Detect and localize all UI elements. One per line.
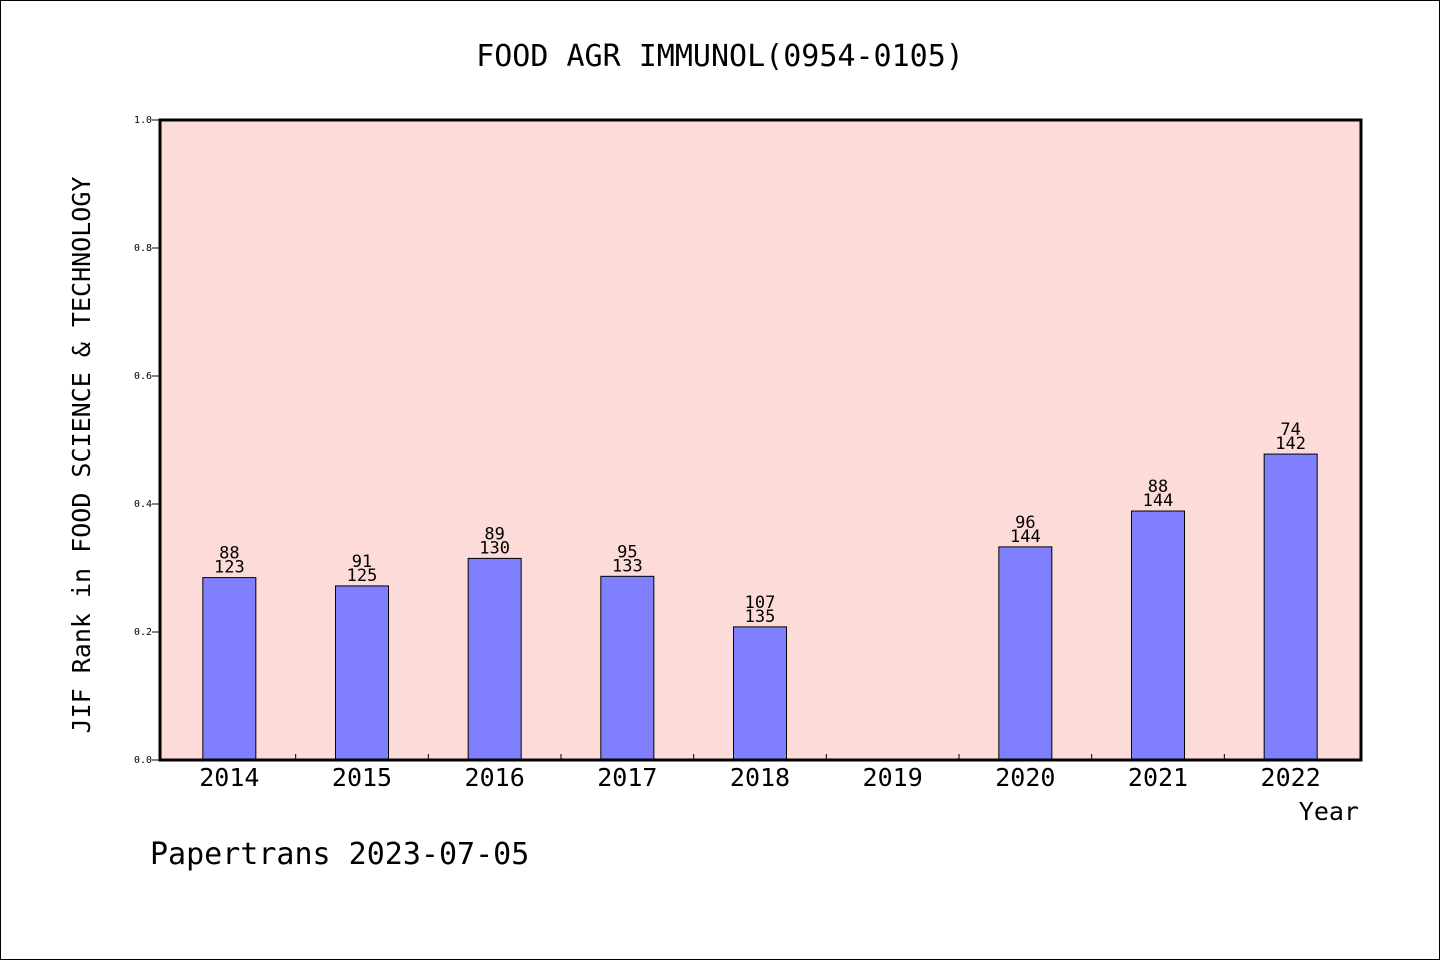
bar-2017 bbox=[600, 575, 655, 761]
x-tick-label: 2018 bbox=[730, 763, 790, 792]
x-tick-label: 2020 bbox=[995, 763, 1055, 792]
y-axis-label: JIF Rank in FOOD SCIENCE & TECHNOLOGY bbox=[67, 177, 96, 734]
x-tick-label: 2017 bbox=[597, 763, 657, 792]
bar-2018 bbox=[733, 626, 787, 761]
bar-total-label: 123 bbox=[214, 558, 245, 578]
bar-rank-label: 91 bbox=[352, 552, 372, 572]
bar-rank-label: 96 bbox=[1015, 513, 1035, 533]
bar-total-label: 144 bbox=[1143, 491, 1174, 511]
y-tick-label: 0.2 bbox=[134, 627, 152, 638]
bar-total-label: 135 bbox=[745, 607, 776, 627]
plot-frame bbox=[158, 118, 1363, 762]
bar-2015 bbox=[335, 585, 389, 761]
bar-2021 bbox=[1131, 510, 1185, 761]
bar-rank-label: 95 bbox=[617, 542, 637, 562]
bar-total-label: 144 bbox=[1010, 527, 1041, 547]
x-tick-label: 2021 bbox=[1128, 763, 1188, 792]
footer-credit: Papertrans 2023-07-05 bbox=[150, 837, 529, 872]
bars bbox=[202, 453, 1318, 761]
y-tick-label: 0.4 bbox=[134, 499, 152, 510]
chart-title: FOOD AGR IMMUNOL(0954-0105) bbox=[476, 39, 964, 74]
bar-total-label: 130 bbox=[479, 538, 510, 558]
bar-2022 bbox=[1263, 453, 1318, 761]
bar-total-label: 125 bbox=[347, 566, 378, 586]
y-tick-label: 0.0 bbox=[134, 755, 152, 766]
y-tick-label: 0.6 bbox=[134, 371, 152, 382]
x-axis-label: Year bbox=[1299, 797, 1359, 826]
bar-rank-label: 88 bbox=[1148, 477, 1168, 497]
bar-total-label: 133 bbox=[612, 556, 643, 576]
x-tick-label: 2022 bbox=[1261, 763, 1321, 792]
y-tick-label: 0.8 bbox=[134, 243, 152, 254]
bar-2016 bbox=[467, 557, 522, 761]
bar-2014 bbox=[202, 577, 257, 761]
bar-2020 bbox=[998, 546, 1053, 761]
x-tick-label: 2015 bbox=[332, 763, 392, 792]
bar-rank-label: 88 bbox=[219, 544, 239, 564]
x-tick-label: 2016 bbox=[465, 763, 525, 792]
x-axis-ticks: 2014 2015 2016 2017 2018 2019 2020 2021 2022 bbox=[199, 754, 1321, 792]
x-tick-label: 2019 bbox=[863, 763, 923, 792]
bar-total-label: 142 bbox=[1275, 434, 1306, 454]
bar-rank-label: 107 bbox=[745, 593, 776, 613]
y-tick-label: 1.0 bbox=[134, 115, 152, 126]
x-tick-label: 2014 bbox=[199, 763, 259, 792]
bar-rank-label: 74 bbox=[1280, 420, 1300, 440]
bar-rank-label: 89 bbox=[484, 524, 504, 544]
